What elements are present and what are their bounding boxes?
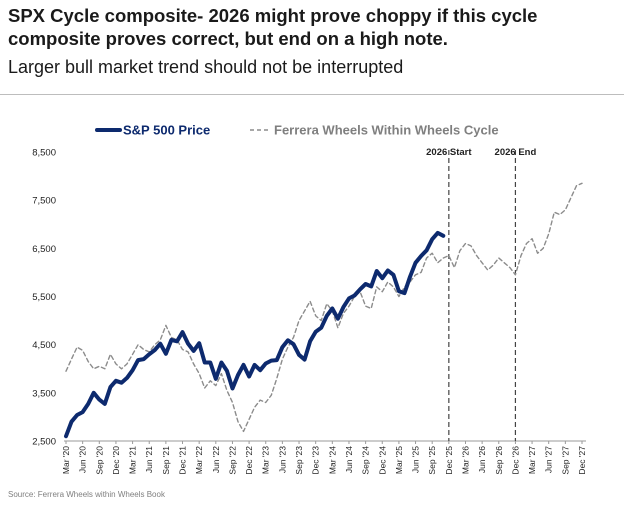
source-note: Source: Ferrera Wheels within Wheels Boo… bbox=[8, 490, 165, 499]
title-line-1: SPX Cycle composite- 2026 might prove ch… bbox=[8, 5, 538, 26]
annotations: 2026 Start 2026 End bbox=[426, 147, 536, 441]
y-tick-label: 3,500 bbox=[32, 388, 56, 399]
series-line-cycle bbox=[65, 182, 583, 433]
y-tick-label: 7,500 bbox=[32, 196, 56, 207]
legend-label-cycle: Ferrera Wheels Within Wheels Cycle bbox=[274, 123, 499, 138]
x-tick-label: Dec '23 bbox=[311, 446, 321, 475]
annotation-label: 2026 Start bbox=[426, 147, 472, 158]
x-tick-label: Jun '24 bbox=[344, 446, 354, 473]
x-tick-label: Jun '20 bbox=[78, 446, 88, 473]
x-tick-label: Dec '26 bbox=[510, 446, 520, 475]
series-lines bbox=[64, 182, 583, 439]
y-tick-label: 6,500 bbox=[32, 244, 56, 255]
x-tick-label: Sep '23 bbox=[294, 446, 304, 475]
x-tick-label: Dec '25 bbox=[444, 446, 454, 475]
x-tick-label: Jun '25 bbox=[411, 446, 421, 473]
annotation-label: 2026 End bbox=[495, 147, 537, 158]
x-tick-label: Mar '20 bbox=[61, 446, 71, 474]
y-tick-label: 8,500 bbox=[32, 148, 56, 159]
y-tick-label: 5,500 bbox=[32, 292, 56, 303]
x-tick-label: Mar '22 bbox=[194, 446, 204, 474]
x-tick-label: Dec '27 bbox=[577, 446, 587, 475]
x-tick-label: Sep '26 bbox=[494, 446, 504, 475]
x-tick-label: Sep '21 bbox=[161, 446, 171, 475]
x-tick-label: Jun '22 bbox=[211, 446, 221, 473]
x-axis: Mar '20 Jun '20 Sep '20 Dec '20 Mar '21 Jun '… bbox=[61, 440, 587, 475]
x-tick-label: Mar '24 bbox=[327, 446, 337, 474]
series-line-sp500 bbox=[64, 230, 446, 439]
x-tick-label: Sep '25 bbox=[427, 446, 437, 475]
line-chart: S&P 500 Price Ferrera Wheels Within Wheel… bbox=[32, 123, 587, 475]
legend: S&P 500 Price Ferrera Wheels Within Wheel… bbox=[95, 123, 499, 138]
x-tick-label: Dec '20 bbox=[111, 446, 121, 475]
legend-label-sp500: S&P 500 Price bbox=[123, 123, 210, 138]
y-tick-label: 2,500 bbox=[32, 437, 56, 448]
x-tick-label: Dec '21 bbox=[178, 446, 188, 475]
x-tick-label: Sep '20 bbox=[94, 446, 104, 475]
chart-title: SPX Cycle composite- 2026 might prove ch… bbox=[8, 4, 618, 50]
x-tick-label: Jun '27 bbox=[544, 446, 554, 473]
x-tick-label: Sep '27 bbox=[560, 446, 570, 475]
x-tick-label: Mar '23 bbox=[261, 446, 271, 474]
x-tick-label: Mar '25 bbox=[394, 446, 404, 474]
x-tick-label: Mar '27 bbox=[527, 446, 537, 474]
x-tick-label: Mar '26 bbox=[460, 446, 470, 474]
x-tick-label: Mar '21 bbox=[128, 446, 138, 474]
header-divider bbox=[0, 94, 624, 95]
x-tick-label: Sep '22 bbox=[227, 446, 237, 475]
x-tick-label: Dec '22 bbox=[244, 446, 254, 475]
chart-subtitle: Larger bull market trend should not be i… bbox=[8, 57, 404, 77]
x-tick-label: Dec '24 bbox=[377, 446, 387, 475]
y-tick-label: 4,500 bbox=[32, 340, 56, 351]
x-tick-label: Jun '26 bbox=[477, 446, 487, 473]
y-axis: 2,500 3,500 4,500 5,500 6,500 7,500 8,500 bbox=[32, 148, 56, 448]
x-tick-label: Jun '23 bbox=[277, 446, 287, 473]
x-tick-label: Jun '21 bbox=[144, 446, 154, 473]
title-line-2: composite proves correct, but end on a h… bbox=[8, 28, 448, 49]
x-tick-label: Sep '24 bbox=[361, 446, 371, 475]
